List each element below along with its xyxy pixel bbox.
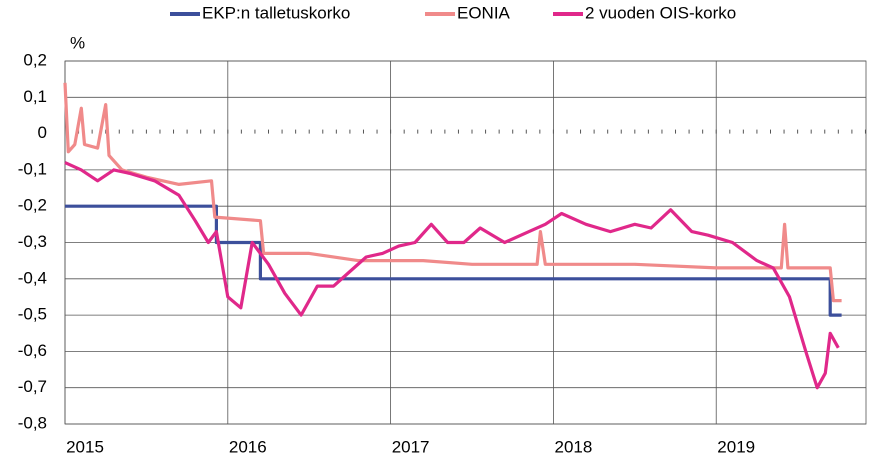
x-tick-label: 2017 bbox=[392, 437, 430, 456]
legend-label: EKP:n talletuskorko bbox=[202, 3, 350, 22]
x-tick-label: 2018 bbox=[555, 437, 593, 456]
series-line bbox=[65, 204, 842, 317]
y-tick-label: 0,2 bbox=[23, 50, 47, 69]
plot-frame bbox=[64, 60, 867, 425]
y-tick-label: -0,8 bbox=[18, 413, 47, 432]
x-tick-label: 2019 bbox=[717, 437, 755, 456]
y-tick-label: -0,3 bbox=[18, 232, 47, 251]
legend-label: EONIA bbox=[457, 3, 511, 22]
y-tick-label: 0 bbox=[38, 123, 47, 142]
y-tick-label: -0,7 bbox=[18, 377, 47, 396]
y-tick-label: -0,5 bbox=[18, 305, 47, 324]
x-tick-label: 2016 bbox=[229, 437, 267, 456]
series-line bbox=[63, 82, 842, 303]
legend-label: 2 vuoden OIS-korko bbox=[585, 3, 736, 22]
y-tick-label: -0,4 bbox=[18, 268, 47, 287]
series-line bbox=[64, 161, 840, 390]
y-tick-label: 0,1 bbox=[23, 87, 47, 106]
y-axis-label: % bbox=[70, 33, 85, 52]
x-tick-label: 2015 bbox=[66, 437, 104, 456]
y-tick-label: -0,2 bbox=[18, 196, 47, 215]
y-tick-label: -0,6 bbox=[18, 341, 47, 360]
y-tick-label: -0,1 bbox=[18, 159, 47, 178]
